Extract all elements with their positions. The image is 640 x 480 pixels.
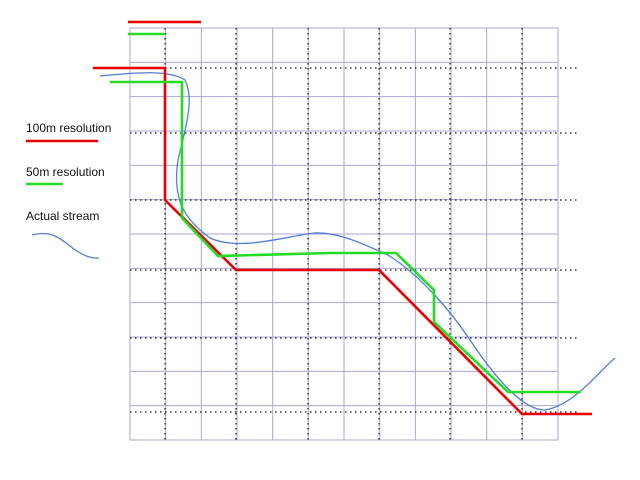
legend-actual-swatch [31, 232, 100, 259]
legend-label-50m: 50m resolution [26, 165, 105, 179]
res-100m-line [93, 66, 592, 416]
grid [129, 27, 559, 441]
legend-label-actual: Actual stream [26, 209, 100, 223]
legend-label-100m: 100m resolution [26, 121, 112, 135]
actual-stream-line [99, 72, 616, 411]
res-50m-line [110, 80, 581, 394]
